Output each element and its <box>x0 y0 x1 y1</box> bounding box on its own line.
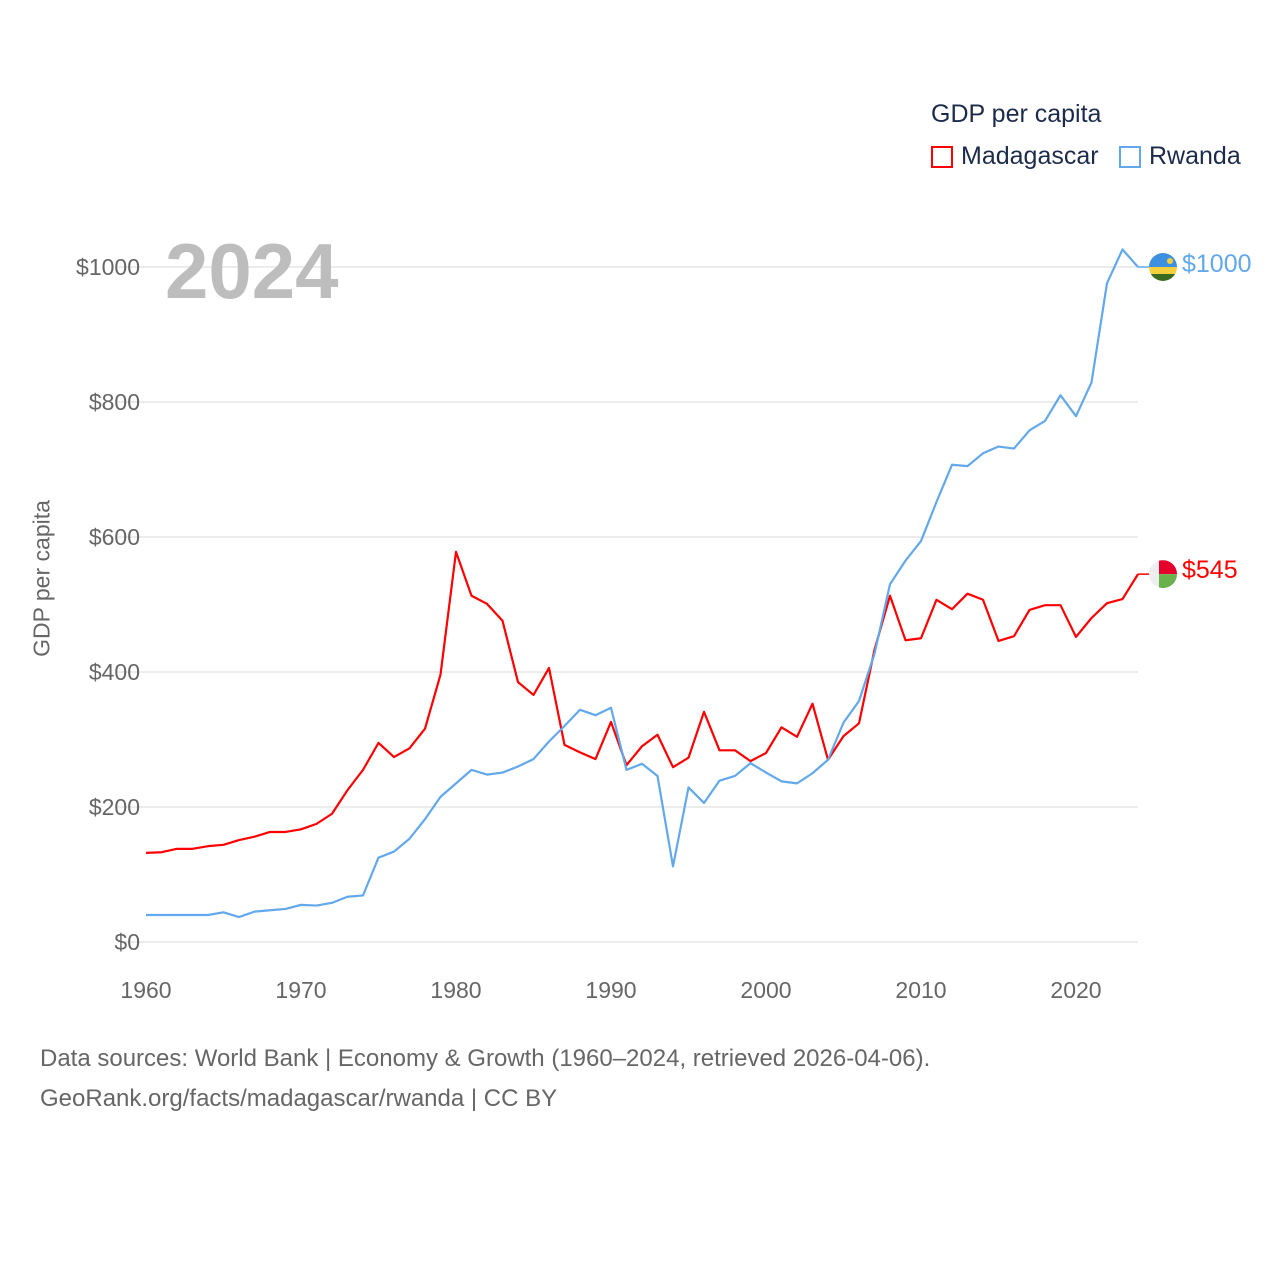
x-tick-label: 2010 <box>895 977 946 1003</box>
y-tick-label: $400 <box>89 659 140 685</box>
y-tick-label: $200 <box>89 794 140 820</box>
flag-part <box>1149 267 1177 274</box>
legend-title: GDP per capita <box>931 100 1102 128</box>
y-tick-label: $600 <box>89 524 140 550</box>
x-tick-label: 2020 <box>1050 977 1101 1003</box>
x-tick-label: 1980 <box>430 977 481 1003</box>
madagascar-flag-icon <box>1149 560 1177 589</box>
source-text: Data sources: World Bank | Economy & Gro… <box>40 1045 931 1072</box>
year-label: 2024 <box>165 227 339 315</box>
y-tick-label: $800 <box>89 389 140 415</box>
legend-item-madagascar[interactable]: Madagascar <box>931 142 1099 171</box>
legend-swatch <box>931 145 953 168</box>
legend-swatch <box>1119 145 1141 168</box>
flag-part <box>1149 274 1177 281</box>
y-tick-label: $1000 <box>76 254 140 280</box>
end-value-madagascar: $545 <box>1182 556 1238 584</box>
x-tick-label: 1970 <box>275 977 326 1003</box>
y-tick-label: $0 <box>114 929 140 955</box>
rwanda-flag-icon <box>1149 253 1177 281</box>
flag-part <box>1167 258 1173 264</box>
flag-part <box>1159 560 1177 575</box>
legend-label: Madagascar <box>961 142 1099 170</box>
x-tick-label: 1990 <box>585 977 636 1003</box>
y-axis-label: GDP per capita <box>28 500 55 657</box>
legend-label: Rwanda <box>1149 142 1241 170</box>
source-link[interactable]: GeoRank.org/facts/madagascar/rwanda | CC… <box>40 1085 558 1112</box>
x-tick-label: 1960 <box>120 977 171 1003</box>
legend-item-rwanda[interactable]: Rwanda <box>1119 142 1241 171</box>
x-tick-label: 2000 <box>740 977 791 1003</box>
flag-part <box>1149 560 1159 589</box>
flag-part <box>1159 574 1177 589</box>
series-line-madagascar <box>145 550 1139 854</box>
series-line-rwanda <box>146 248 1139 919</box>
end-value-rwanda: $1000 <box>1182 250 1252 278</box>
